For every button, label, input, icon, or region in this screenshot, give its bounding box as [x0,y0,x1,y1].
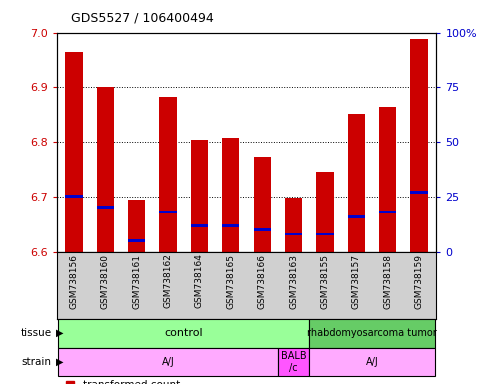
Bar [309,348,435,376]
Text: GSM738164: GSM738164 [195,253,204,308]
Text: A/J: A/J [162,357,175,367]
Text: GSM738160: GSM738160 [101,253,110,308]
Text: GSM738165: GSM738165 [226,253,235,308]
Bar [222,224,240,227]
Bar [128,239,145,242]
Text: GSM738159: GSM738159 [415,253,423,308]
Bar [309,319,435,348]
Text: GSM738158: GSM738158 [383,253,392,308]
Legend: transformed count, percentile rank within the sample: transformed count, percentile rank withi… [62,376,263,384]
Bar [191,141,208,252]
Bar [317,172,334,252]
Text: GDS5527 / 106400494: GDS5527 / 106400494 [71,12,214,25]
Text: rhabdomyosarcoma tumor: rhabdomyosarcoma tumor [307,328,437,338]
Text: GSM738163: GSM738163 [289,253,298,308]
Text: GSM738161: GSM738161 [132,253,141,308]
Bar [410,191,427,194]
Bar [348,215,365,218]
Bar [253,228,271,231]
Text: ▶: ▶ [56,328,63,338]
Text: control: control [165,328,203,338]
Bar [379,107,396,252]
Bar [348,114,365,252]
Bar [410,39,427,252]
Bar [97,87,114,252]
Text: GSM738155: GSM738155 [320,253,329,308]
Bar [58,348,278,376]
Bar [379,211,396,214]
Bar [285,199,302,252]
Text: GSM738157: GSM738157 [352,253,361,308]
Bar [159,211,176,214]
Text: tissue: tissue [21,328,52,338]
Text: GSM738166: GSM738166 [258,253,267,308]
Bar [65,195,83,198]
Bar [222,138,240,252]
Bar [278,348,309,376]
Bar [159,97,176,252]
Bar [253,157,271,252]
Bar [97,206,114,209]
Bar [285,233,302,235]
Bar [317,233,334,235]
Text: GSM738162: GSM738162 [164,253,173,308]
Text: GSM738156: GSM738156 [70,253,78,308]
Bar [65,52,83,252]
Text: ▶: ▶ [56,357,63,367]
Text: BALB
/c: BALB /c [281,351,306,373]
Text: strain: strain [22,357,52,367]
Bar [191,224,208,227]
Text: A/J: A/J [366,357,378,367]
Bar [128,200,145,252]
Bar [58,319,309,348]
